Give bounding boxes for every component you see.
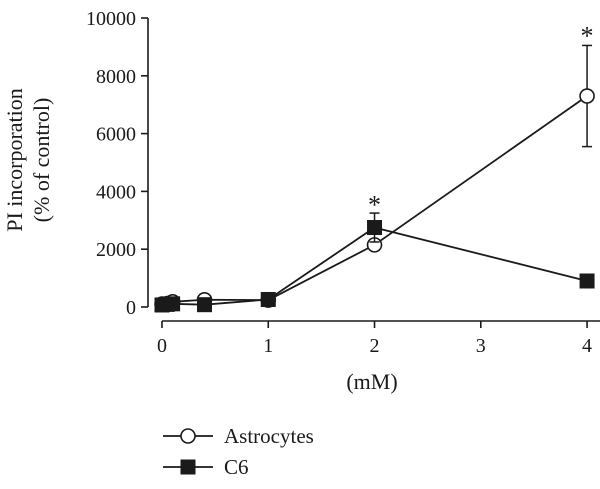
x-axis-label: (mM) xyxy=(346,369,397,394)
y-axis-label: PI incorporation xyxy=(2,88,27,232)
x-tick-label: 0 xyxy=(157,335,167,357)
chart-annotations: ** xyxy=(368,21,594,219)
data-point-c6 xyxy=(579,273,595,289)
significance-marker: * xyxy=(581,21,594,50)
x-tick-label: 1 xyxy=(263,335,273,357)
data-point-c6 xyxy=(197,297,213,313)
series-astrocytes xyxy=(154,44,595,312)
legend-label: Astrocytes xyxy=(224,424,314,448)
y-tick-label: 8000 xyxy=(96,66,136,88)
legend-marker-astrocytes xyxy=(180,428,196,444)
series-c6 xyxy=(154,212,595,313)
y-tick-label: 10000 xyxy=(86,8,136,30)
x-tick-label: 4 xyxy=(582,335,592,357)
chart-series xyxy=(154,44,595,313)
legend-label: C6 xyxy=(224,455,249,479)
y-tick-label: 2000 xyxy=(96,239,136,261)
data-point-c6 xyxy=(367,220,383,236)
y-axis-label: (% of control) xyxy=(29,98,54,223)
x-tick-label: 3 xyxy=(476,335,486,357)
data-point-c6 xyxy=(165,296,181,312)
chart-legend: Astrocytes C6 xyxy=(163,424,314,479)
legend-item-astrocytes: Astrocytes xyxy=(163,424,314,448)
data-point-astrocytes xyxy=(579,88,595,104)
chart-axes: 0 2000 4000 6000 8000 10000 0 1 2 3 4 (mM) PI incorp… xyxy=(2,8,600,394)
x-tick-label: 2 xyxy=(370,335,380,357)
y-tick-label: 6000 xyxy=(96,124,136,146)
data-point-c6 xyxy=(260,291,276,307)
y-tick-label: 4000 xyxy=(96,181,136,203)
legend-marker-c6 xyxy=(180,459,196,475)
significance-marker: * xyxy=(368,191,381,220)
y-tick-label: 0 xyxy=(126,297,136,319)
legend-item-c6: C6 xyxy=(163,455,249,479)
